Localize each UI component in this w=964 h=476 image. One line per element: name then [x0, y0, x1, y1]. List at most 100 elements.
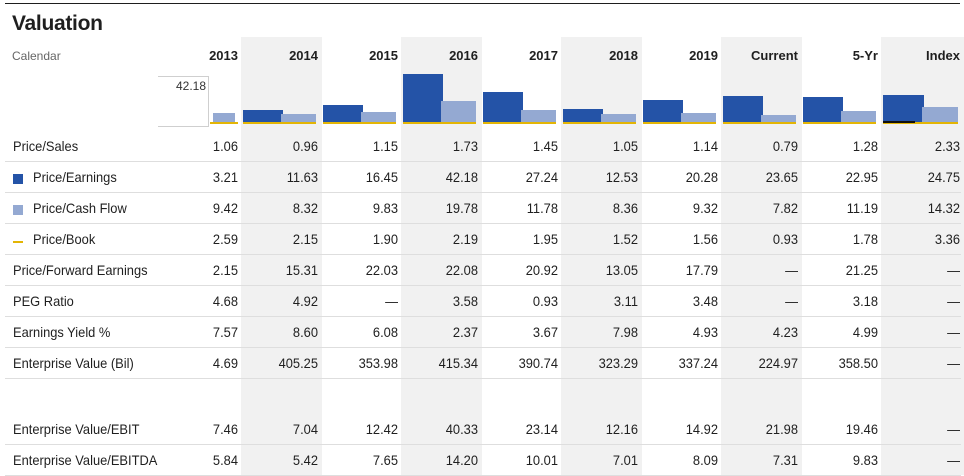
table-cell: 23.14 [525, 421, 558, 437]
bar-pcf-2014 [280, 114, 316, 124]
bar-pcf-index [921, 107, 958, 124]
column-header-current: Current [751, 48, 798, 63]
table-cell: 19.78 [445, 200, 478, 216]
table-cell: 224.97 [758, 355, 798, 371]
table-cell: 9.83 [852, 452, 878, 468]
table-cell: — [385, 293, 398, 309]
table-cell: 4.92 [292, 293, 318, 309]
bar-pcf-2013 [213, 112, 235, 124]
table-cell: 7.01 [612, 452, 638, 468]
table-cell: 17.79 [685, 262, 718, 278]
bar-pcf-5-yr [840, 110, 876, 124]
column-header-index: Index [926, 48, 960, 63]
table-cell: 2.37 [452, 324, 478, 340]
table-cell: 9.83 [372, 200, 398, 216]
chart-scale-value: 42.18 [175, 79, 206, 93]
row-label: Price/Sales [13, 138, 79, 154]
table-cell: — [785, 293, 798, 309]
table-row: PEG Ratio 4.68 4.92 — 3.58 0.93 3.11 3.48 — 3.18 — [5, 285, 961, 317]
bar-pb-2018 [563, 121, 636, 124]
table-row: Price/Book 2.59 2.15 1.90 2.19 1.95 1.52 1.56 0.… [5, 223, 961, 255]
table-cell: 12.53 [605, 169, 638, 185]
table-cell: 15.31 [285, 262, 318, 278]
bar-pb-2017 [483, 121, 556, 124]
table-cell: 7.82 [772, 200, 798, 216]
table-cell: 16.45 [365, 169, 398, 185]
table-row: Price/Sales 1.06 0.96 1.15 1.73 1.45 1.05 1.14 0… [5, 130, 961, 162]
table-cell: 337.24 [678, 355, 718, 371]
table-cell: 5.84 [212, 452, 238, 468]
bar-pcf-2017 [520, 110, 556, 124]
table-cell: 3.21 [212, 169, 238, 185]
table-cell: 1.15 [372, 138, 398, 154]
table-cell: 10.01 [525, 452, 558, 468]
bar-pb-index [883, 121, 958, 124]
table-cell: 22.03 [365, 262, 398, 278]
table-cell: 11.78 [526, 200, 558, 216]
table-cell: 42.18 [445, 169, 478, 185]
bar-pcf-2018 [600, 114, 636, 124]
bar-pb-5-yr [803, 121, 876, 124]
table-row: Enterprise Value/EBITDA 5.84 5.42 7.65 14.20… [5, 444, 961, 476]
bar-pe-5-yr [803, 96, 843, 124]
table-cell: 9.42 [212, 200, 238, 216]
table-cell: 3.36 [934, 231, 960, 247]
table-cell: 3.11 [613, 293, 638, 309]
calendar-label: Calendar [12, 49, 61, 63]
section-title: Valuation [12, 12, 103, 35]
table-cell: 3.67 [532, 324, 558, 340]
bar-pcf-2019 [680, 112, 716, 124]
bar-pe-2014 [243, 110, 283, 124]
column-header-5-yr: 5-Yr [852, 48, 878, 63]
row-label: Enterprise Value/EBIT [13, 421, 140, 437]
table-cell: 4.68 [212, 293, 238, 309]
table-cell: 11.19 [846, 200, 878, 216]
table-cell: 1.56 [692, 231, 718, 247]
table-cell: 358.50 [838, 355, 878, 371]
table-cell: 2.33 [934, 138, 960, 154]
table-cell: 40.33 [445, 421, 478, 437]
table-cell: 1.78 [852, 231, 878, 247]
bar-pb-current [723, 121, 796, 124]
table-cell: 7.46 [212, 421, 238, 437]
bar-pcf-2015 [360, 112, 396, 124]
table-row: Price/Earnings 3.21 11.63 16.45 42.18 27.24 12… [5, 161, 961, 193]
table-cell: 21.25 [845, 262, 878, 278]
table-cell: 14.92 [685, 421, 718, 437]
column-shade-2014 [241, 37, 322, 475]
bar-pb-2016 [403, 121, 476, 124]
table-cell: 4.69 [212, 355, 238, 371]
bar-pe-2017 [483, 91, 523, 124]
row-label: Price/Cash Flow [33, 200, 127, 216]
table-cell: 7.65 [372, 452, 398, 468]
legend-marker-pe [13, 174, 23, 184]
bar-pe-2018 [563, 109, 603, 124]
row-label: Price/Earnings [33, 169, 117, 185]
table-cell: 8.60 [292, 324, 318, 340]
table-cell: 12.42 [365, 421, 398, 437]
column-header-2015: 2015 [369, 48, 398, 63]
table-cell: 21.98 [765, 421, 798, 437]
table-cell: — [785, 262, 798, 278]
table-cell: 8.36 [612, 200, 638, 216]
table-cell: 23.65 [765, 169, 798, 185]
column-header-2013: 2013 [209, 48, 238, 63]
table-cell: 11.63 [286, 169, 318, 185]
table-cell: 3.48 [692, 293, 718, 309]
bar-pb-2015 [323, 121, 396, 124]
bar-pe-2015 [323, 104, 363, 124]
table-cell: 4.93 [692, 324, 718, 340]
table-cell: 14.20 [445, 452, 478, 468]
table-cell: 22.08 [445, 262, 478, 278]
bar-pe-2019 [643, 99, 683, 124]
table-cell: 14.32 [927, 200, 960, 216]
table-cell: — [947, 421, 960, 437]
table-cell: — [947, 355, 960, 371]
row-label: Price/Forward Earnings [13, 262, 148, 278]
table-cell: 12.16 [605, 421, 638, 437]
table-cell: 2.15 [212, 262, 238, 278]
bar-pe-current [723, 95, 763, 124]
table-row: Price/Cash Flow 9.42 8.32 9.83 19.78 11.78 8.3… [5, 192, 961, 224]
legend-marker-pcf [13, 205, 23, 215]
table-cell: — [947, 262, 960, 278]
